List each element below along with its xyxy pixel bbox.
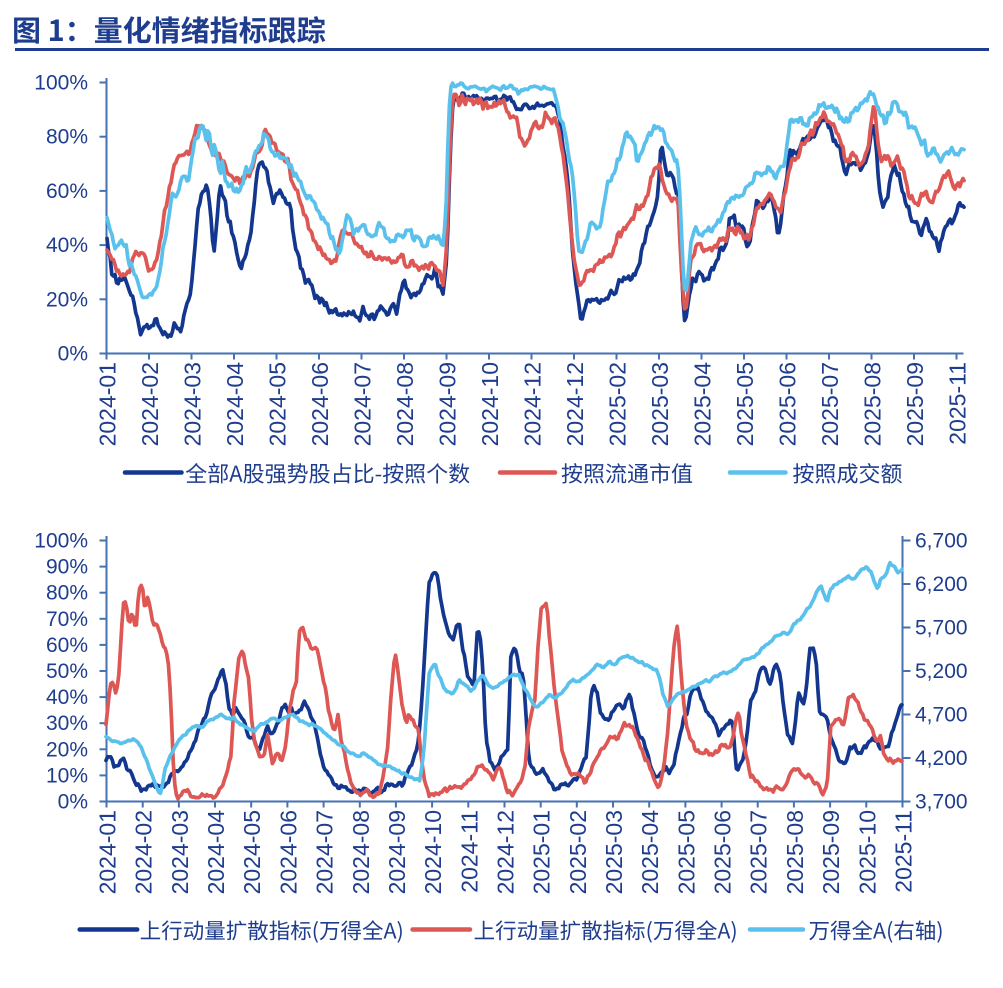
svg-text:2024-12: 2024-12 [520,362,546,446]
svg-text:6,200: 6,200 [915,573,968,596]
svg-text:70%: 70% [46,608,88,631]
svg-text:2024-12: 2024-12 [562,362,588,446]
svg-text:2025-06: 2025-06 [775,362,801,446]
svg-text:80%: 80% [46,126,88,149]
svg-text:2024-06: 2024-06 [275,810,301,894]
svg-text:2024-04: 2024-04 [222,362,248,447]
svg-text:2024-04: 2024-04 [203,810,229,895]
svg-text:2025-05: 2025-05 [732,362,758,446]
svg-text:100%: 100% [34,530,88,553]
svg-text:2024-08: 2024-08 [348,810,374,894]
svg-text:10%: 10% [46,764,88,787]
svg-text:0%: 0% [58,791,88,814]
svg-text:2024-07: 2024-07 [350,362,376,446]
svg-text:2024-02: 2024-02 [131,810,157,894]
svg-text:3,700: 3,700 [915,791,968,814]
svg-text:90%: 90% [46,556,88,579]
svg-text:2025-02: 2025-02 [605,362,631,446]
svg-text:2024-12: 2024-12 [493,810,519,894]
svg-text:6,700: 6,700 [915,530,968,553]
svg-text:2024-03: 2024-03 [167,810,193,894]
svg-text:2025-09: 2025-09 [902,362,928,446]
svg-text:2025-08: 2025-08 [782,810,808,894]
svg-text:2024-08: 2024-08 [392,362,418,446]
svg-text:60%: 60% [46,180,88,203]
svg-text:4,700: 4,700 [915,704,968,727]
svg-text:2025-06: 2025-06 [710,810,736,894]
svg-text:40%: 40% [46,234,88,257]
svg-text:2025-10: 2025-10 [854,810,880,894]
svg-text:50%: 50% [46,660,88,683]
svg-text:40%: 40% [46,686,88,709]
svg-text:2025-01: 2025-01 [529,810,555,894]
svg-text:2025-07: 2025-07 [746,810,772,894]
svg-text:2024-07: 2024-07 [312,810,338,894]
svg-text:2025-07: 2025-07 [817,362,843,446]
svg-text:2024-01: 2024-01 [95,362,121,446]
svg-text:2025-09: 2025-09 [818,810,844,894]
svg-text:2025-02: 2025-02 [565,810,591,894]
svg-text:0%: 0% [58,343,88,366]
svg-text:2024-05: 2024-05 [239,810,265,894]
svg-text:2025-04: 2025-04 [690,362,716,447]
svg-text:60%: 60% [46,634,88,657]
svg-text:5,700: 5,700 [915,617,968,640]
svg-text:2024-02: 2024-02 [137,362,163,446]
svg-text:30%: 30% [46,712,88,735]
svg-text:2024-11: 2024-11 [456,810,482,893]
svg-text:2024-10: 2024-10 [477,362,503,446]
svg-text:20%: 20% [46,288,88,311]
svg-text:5,200: 5,200 [915,660,968,683]
svg-text:2024-06: 2024-06 [307,362,333,446]
svg-text:2024-09: 2024-09 [384,810,410,894]
svg-text:80%: 80% [46,582,88,605]
svg-text:2024-05: 2024-05 [265,362,291,446]
svg-text:100%: 100% [34,72,88,95]
svg-text:2025-03: 2025-03 [601,810,627,894]
svg-text:2025-03: 2025-03 [647,362,673,446]
svg-text:2024-01: 2024-01 [95,810,121,894]
svg-text:2025-05: 2025-05 [673,810,699,894]
svg-text:20%: 20% [46,738,88,761]
svg-text:2024-09: 2024-09 [435,362,461,446]
svg-text:4,200: 4,200 [915,747,968,770]
svg-text:2025-08: 2025-08 [860,362,886,446]
svg-text:2024-10: 2024-10 [420,810,446,894]
svg-text:2025-11: 2025-11 [945,362,971,445]
svg-text:2024-03: 2024-03 [180,362,206,446]
svg-text:2025-11: 2025-11 [891,810,917,893]
svg-text:2025-04: 2025-04 [637,810,663,895]
